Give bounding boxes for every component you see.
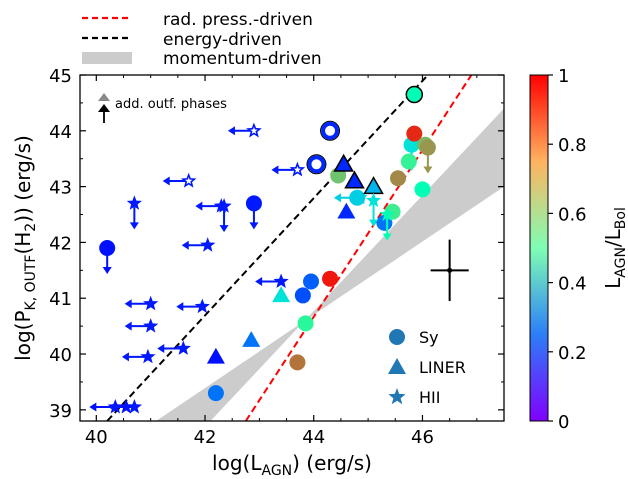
data-point-40 — [272, 286, 291, 303]
error-cross — [430, 239, 469, 302]
marker-legend-label: LINER — [419, 358, 466, 377]
colorbar-tick-label: 0 — [558, 412, 569, 433]
legend-label-radiation: rad. press.-driven — [163, 10, 313, 30]
colorbar-gradient — [529, 74, 549, 422]
y-tick-label: 40 — [49, 345, 72, 366]
colorbar: 0 0.2 0.4 0.6 0.8 1 LAGN/LBol — [529, 66, 628, 433]
data-point-8 — [176, 298, 210, 314]
data-point-37 — [414, 181, 431, 198]
data-point-44 — [363, 176, 384, 195]
x-tick-label: 46 — [411, 427, 434, 448]
outflow-phase-annotation: add. outf. phases — [98, 93, 227, 123]
data-point-42 — [333, 153, 354, 172]
y-tick-label: 42 — [49, 233, 72, 254]
colorbar-tick-label: 0.6 — [558, 204, 587, 225]
data-point-6 — [121, 348, 156, 364]
data-point-11 — [195, 198, 229, 213]
marker-legend-label: HII — [419, 388, 440, 407]
data-point-12 — [255, 273, 289, 288]
data-point-19 — [306, 154, 327, 175]
data-point-41 — [337, 202, 356, 219]
radiation-pressure-line — [244, 75, 473, 421]
data-point-16 — [99, 240, 116, 274]
data-point-18 — [320, 120, 341, 141]
data-point-23 — [303, 273, 320, 290]
data-point-20 — [405, 85, 424, 104]
marker-legend: Sy LINER HII — [388, 328, 466, 407]
data-point-2 — [118, 399, 134, 414]
y-tick-label: 44 — [49, 122, 72, 143]
axis-ticks: 40 42 44 46 39 40 41 42 43 44 45 — [49, 66, 504, 448]
data-point-34 — [406, 125, 423, 142]
colorbar-tick-label: 0.4 — [558, 274, 587, 295]
legend-label-energy: energy-driven — [163, 30, 282, 50]
y-tick-label: 41 — [49, 289, 72, 310]
data-point-47 — [379, 206, 395, 241]
data-point-4 — [124, 295, 159, 311]
legend-label-momentum: momentum-driven — [163, 49, 322, 69]
data-point-43 — [344, 170, 365, 189]
grey-arrow-icon — [98, 93, 110, 101]
plot-frame — [79, 74, 505, 422]
data-point-38 — [206, 347, 225, 364]
data-point-46 — [365, 192, 382, 227]
x-axis-label: log(LAGN) (erg/s) — [212, 451, 372, 479]
data-point-14 — [227, 122, 262, 138]
colorbar-label: LAGN/LBol — [601, 207, 628, 289]
marker-legend-entry-circle: Sy — [389, 328, 439, 347]
data-point-31 — [390, 170, 406, 187]
data-point-26 — [322, 270, 339, 287]
colorbar-ticks: 0 0.2 0.4 0.6 0.8 1 — [548, 66, 587, 433]
data-point-17 — [245, 195, 262, 230]
data-point-7 — [157, 340, 191, 355]
colorbar-tick-label: 0.2 — [558, 343, 587, 364]
annotation-text: add. outf. phases — [115, 97, 227, 112]
x-tick-label: 44 — [302, 427, 325, 448]
marker-legend-label: Sy — [419, 328, 439, 347]
data-point-3 — [126, 195, 142, 230]
legend-band-momentum — [82, 52, 132, 64]
colorbar-tick-label: 1 — [558, 66, 569, 87]
data-point-36 — [419, 139, 436, 174]
energy-driven-line — [106, 75, 429, 421]
data-point-24 — [294, 287, 311, 304]
y-tick-label: 39 — [49, 401, 72, 422]
top-legend: rad. press.-driven energy-driven momentu… — [82, 10, 322, 69]
data-point-9 — [181, 237, 216, 252]
data-point-10 — [216, 198, 232, 233]
data-point-13 — [162, 172, 197, 188]
data-point-5 — [124, 318, 159, 333]
data-points — [89, 85, 436, 414]
y-tick-label: 43 — [49, 178, 72, 199]
data-point-22 — [289, 354, 306, 371]
data-point-39 — [242, 331, 261, 347]
data-point-15 — [271, 161, 306, 177]
x-tick-label: 42 — [194, 427, 217, 448]
colorbar-tick-label: 0.8 — [558, 135, 587, 156]
data-point-33 — [400, 153, 417, 170]
y-tick-label: 45 — [49, 66, 72, 87]
marker-legend-entry-triangle: LINER — [388, 358, 466, 377]
data-point-45 — [333, 189, 368, 205]
x-tick-label: 40 — [85, 427, 108, 448]
marker-legend-entry-star: HII — [388, 388, 440, 407]
data-point-29 — [376, 214, 393, 231]
data-point-25 — [297, 315, 314, 332]
black-arrow-icon — [98, 104, 110, 112]
y-axis-label: log(PK, OUTF(H2)) (erg/s) — [11, 135, 39, 361]
data-point-21 — [207, 385, 224, 402]
